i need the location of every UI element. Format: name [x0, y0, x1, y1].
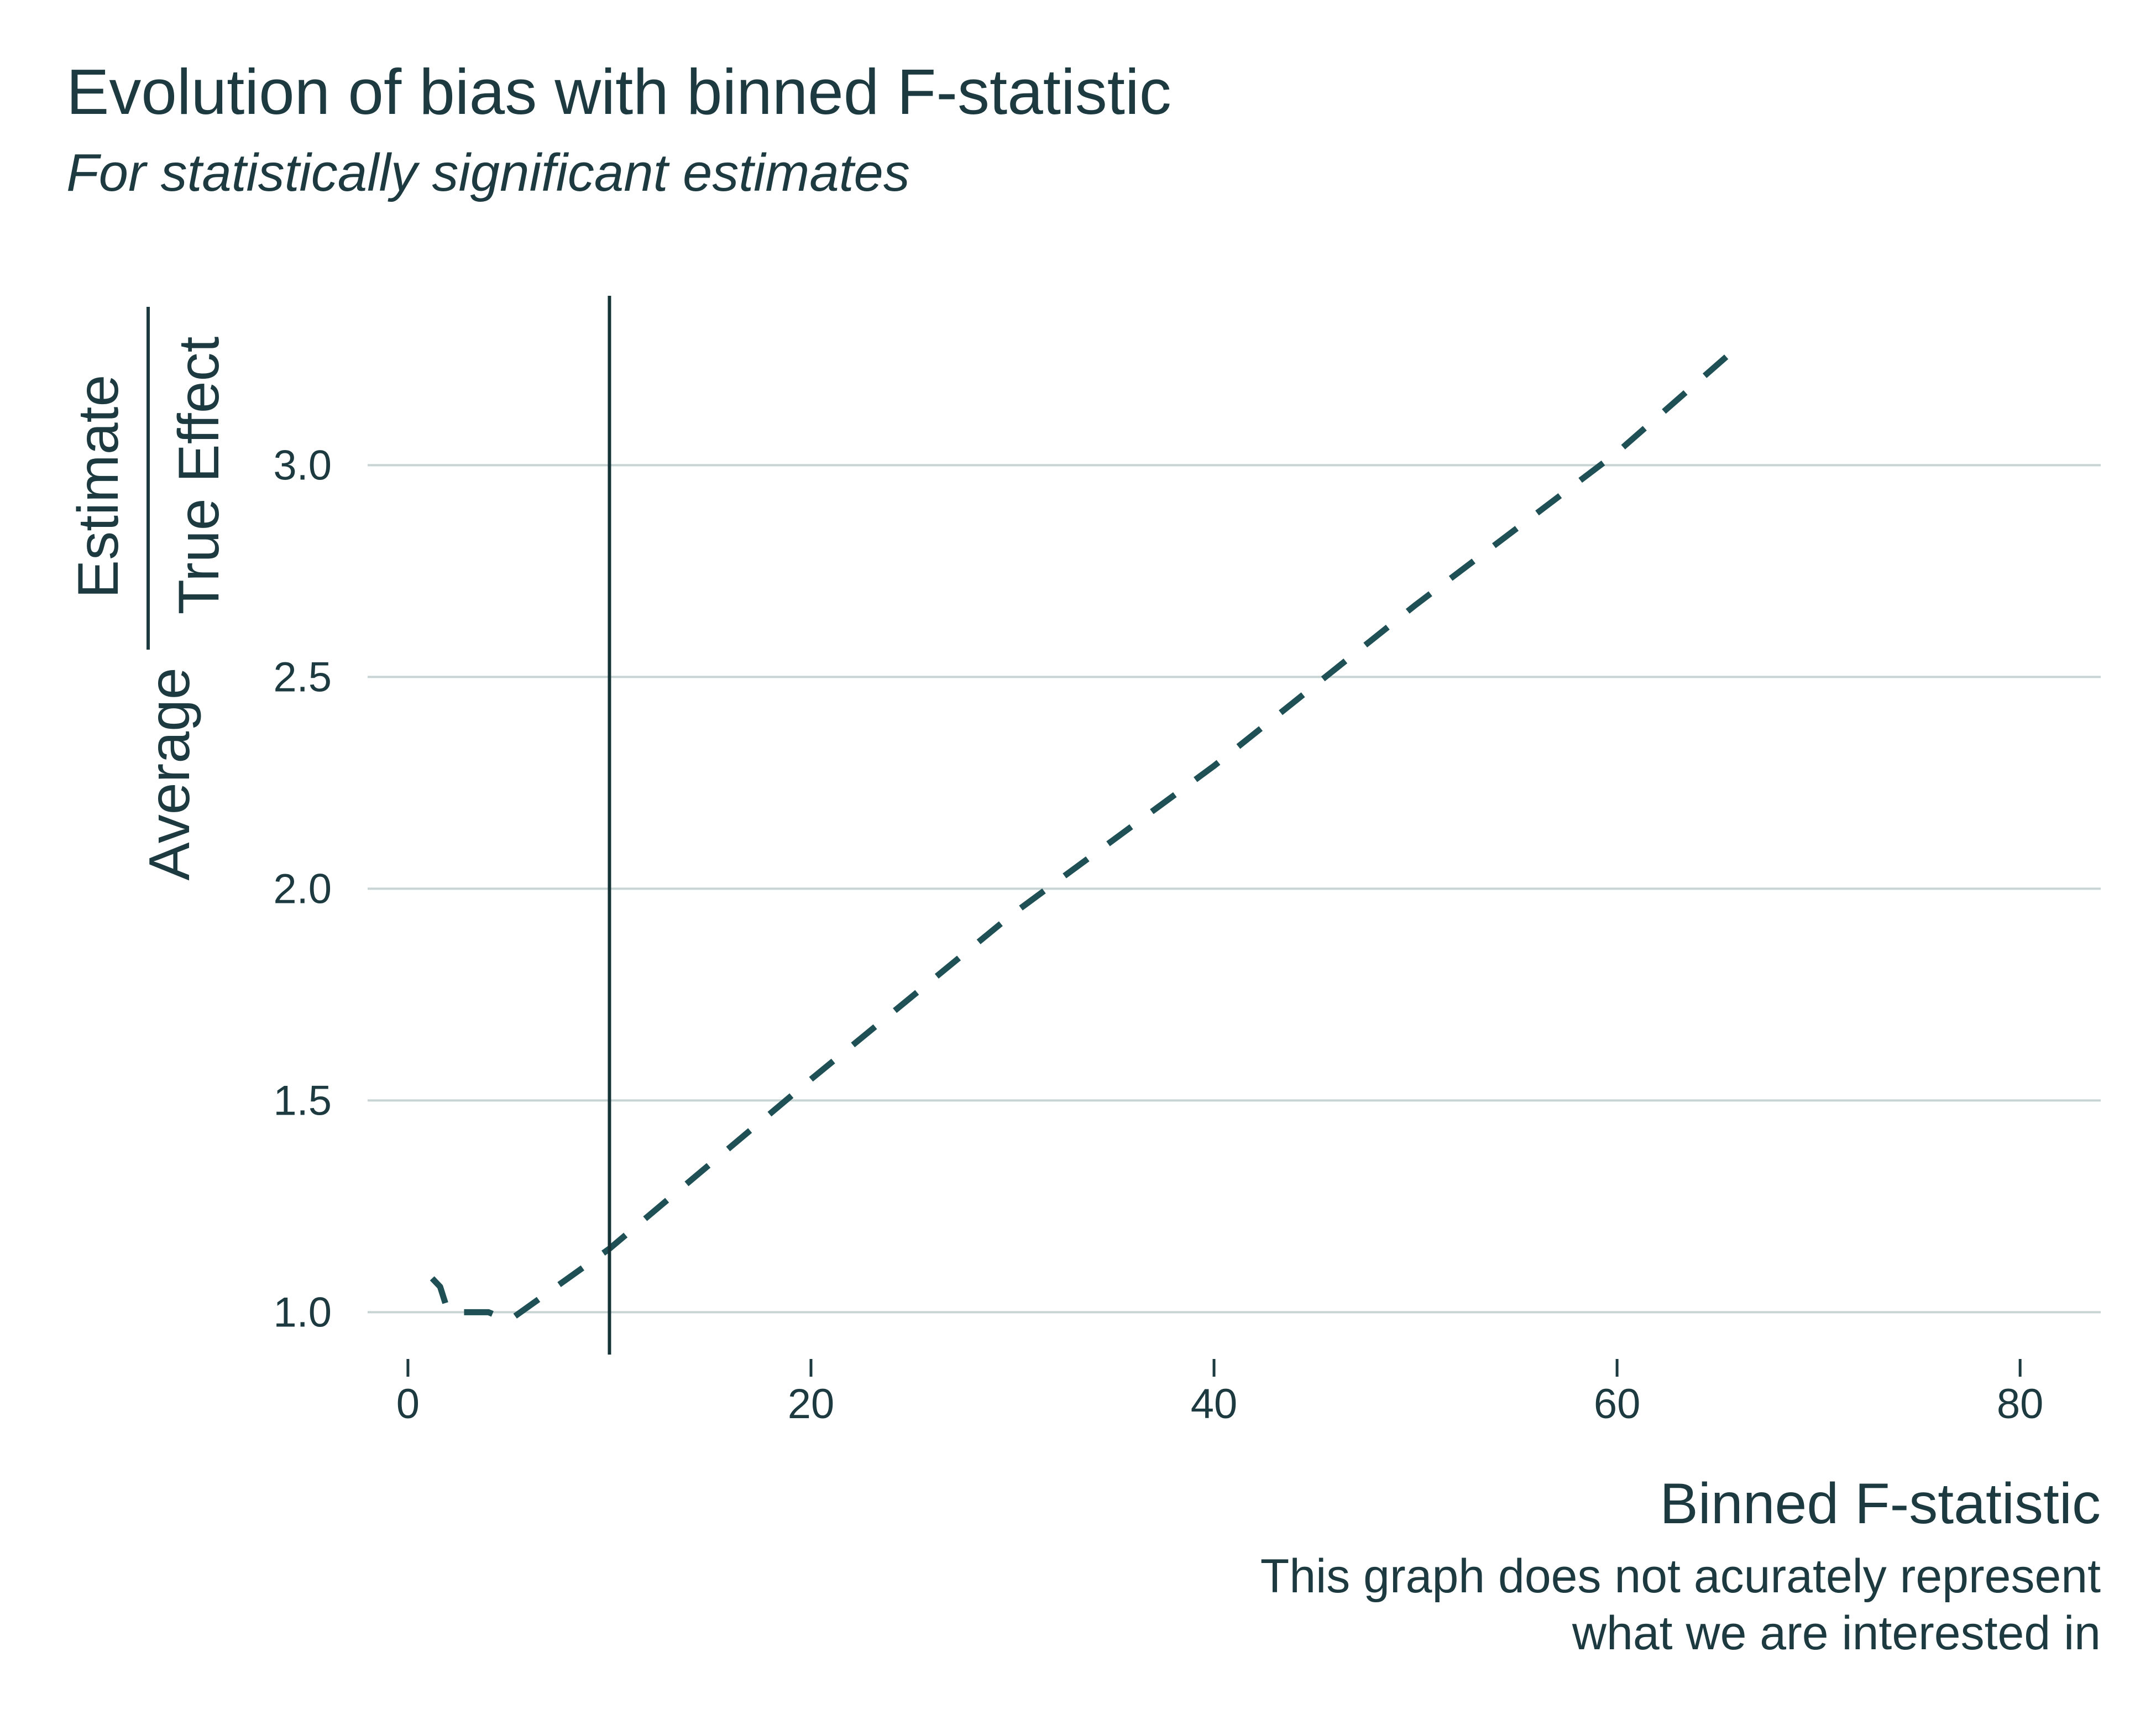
- caption-line-2: what we are interested in: [1572, 1607, 2101, 1660]
- y-axis-label-denominator: True Effect: [167, 336, 231, 614]
- x-tick-label: 40: [1191, 1381, 1238, 1428]
- series-line: [430, 344, 1740, 1324]
- y-tick-label: 2.0: [273, 865, 332, 912]
- series-layer: [430, 344, 1740, 1324]
- gridlines: [368, 464, 2101, 1314]
- x-tick-label: 80: [1997, 1381, 2044, 1428]
- y-axis-label: Average Estimate True Effect: [66, 307, 231, 881]
- y-tick-label: 3.0: [273, 442, 332, 489]
- chart-subtitle: For statistically significant estimates: [66, 143, 910, 202]
- caption-line-1: This graph does not acurately represent: [1260, 1550, 2101, 1603]
- x-axis-label: Binned F-statistic: [1660, 1472, 2101, 1536]
- x-tick-label: 20: [788, 1381, 835, 1428]
- y-tick-label: 1.5: [273, 1077, 332, 1124]
- chart-title: Evolution of bias with binned F-statisti…: [66, 56, 1171, 128]
- x-ticks: 0 20 40 60 80: [396, 1359, 2044, 1428]
- y-tick-label: 2.5: [273, 654, 332, 701]
- caption: This graph does not acurately represent …: [1260, 1548, 2101, 1662]
- x-tick-label: 0: [396, 1381, 420, 1428]
- y-tick-labels: 1.0 1.5 2.0 2.5 3.0: [273, 442, 332, 1336]
- y-tick-label: 1.0: [273, 1289, 332, 1336]
- y-axis-label-numerator: Estimate: [66, 375, 130, 599]
- x-tick-label: 60: [1594, 1381, 1641, 1428]
- y-axis-label-prefix: Average: [138, 667, 202, 880]
